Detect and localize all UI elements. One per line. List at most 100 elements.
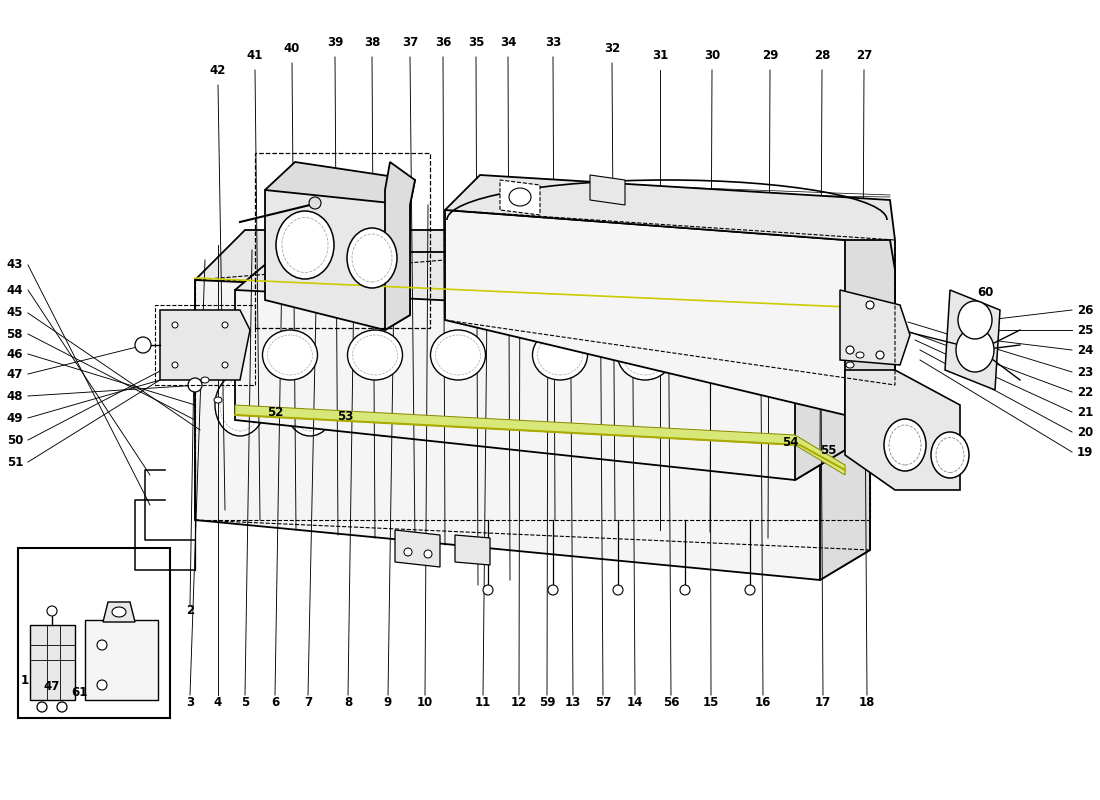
Text: 42: 42 [210,64,227,77]
Circle shape [483,585,493,595]
Polygon shape [500,180,540,215]
Circle shape [47,606,57,616]
Text: 47: 47 [44,681,60,694]
Text: 37: 37 [402,36,418,49]
Polygon shape [160,310,250,380]
Text: 46: 46 [7,347,23,361]
Text: 32: 32 [604,42,620,55]
Text: eurospares: eurospares [276,345,804,426]
Polygon shape [103,602,135,622]
Text: 61: 61 [70,686,87,698]
Ellipse shape [884,419,926,471]
Text: 19: 19 [1077,446,1093,458]
Circle shape [37,702,47,712]
Bar [155,305,255,385]
Ellipse shape [575,374,625,436]
Text: 15: 15 [703,695,719,709]
Polygon shape [455,535,490,565]
Circle shape [613,585,623,595]
Text: 25: 25 [1077,323,1093,337]
Circle shape [172,362,178,368]
Text: 7: 7 [304,695,312,709]
Text: a passion for excellence 1985: a passion for excellence 1985 [384,425,696,445]
Text: 22: 22 [1077,386,1093,398]
Text: 1: 1 [21,674,29,687]
Ellipse shape [276,211,334,279]
Ellipse shape [112,607,126,617]
Text: 4: 4 [213,695,222,709]
Polygon shape [235,405,845,475]
Text: 56: 56 [662,695,680,709]
Text: 53: 53 [337,410,353,423]
Text: 33: 33 [544,36,561,49]
Text: 26: 26 [1077,303,1093,317]
Text: 16: 16 [755,695,771,709]
Ellipse shape [956,328,994,372]
Circle shape [135,337,151,353]
Text: 23: 23 [1077,366,1093,378]
Text: 35: 35 [468,36,484,49]
Ellipse shape [505,374,556,436]
Ellipse shape [263,330,318,380]
Ellipse shape [509,188,531,206]
Circle shape [846,346,854,354]
Bar [195,280,870,520]
Polygon shape [945,290,1000,390]
Text: 55: 55 [820,443,836,457]
Text: 11: 11 [475,695,491,709]
Text: 51: 51 [7,455,23,469]
Text: 39: 39 [327,36,343,49]
Text: 52: 52 [267,406,283,418]
Circle shape [745,585,755,595]
Ellipse shape [214,397,222,403]
Circle shape [876,351,884,359]
Text: 45: 45 [7,306,23,319]
Text: 59: 59 [539,695,556,709]
Ellipse shape [285,374,336,436]
Text: 10: 10 [417,695,433,709]
Text: 57: 57 [595,695,612,709]
Text: 18: 18 [859,695,876,709]
Text: 17: 17 [815,695,832,709]
Text: 8: 8 [344,695,352,709]
Bar [255,153,430,328]
Text: 50: 50 [7,434,23,446]
Polygon shape [385,162,415,330]
Text: 58: 58 [7,327,23,341]
Text: 41: 41 [246,49,263,62]
Polygon shape [845,240,895,415]
Text: 49: 49 [7,411,23,425]
Polygon shape [85,620,158,700]
Circle shape [172,322,178,328]
Text: 43: 43 [7,258,23,271]
Text: 27: 27 [856,49,872,62]
Ellipse shape [430,374,480,436]
Polygon shape [235,252,855,320]
Text: 21: 21 [1077,406,1093,418]
Ellipse shape [931,432,969,478]
Ellipse shape [532,330,587,380]
Polygon shape [395,530,440,567]
Ellipse shape [430,330,485,380]
Circle shape [97,640,107,650]
Polygon shape [845,370,960,490]
Polygon shape [195,230,880,310]
Ellipse shape [201,377,209,383]
Text: 40: 40 [284,42,300,55]
Polygon shape [820,230,880,580]
Polygon shape [265,162,415,205]
Text: 2: 2 [186,603,194,617]
Text: 44: 44 [7,283,23,297]
Text: 20: 20 [1077,426,1093,438]
Ellipse shape [348,330,403,380]
Ellipse shape [703,330,758,380]
Text: 31: 31 [652,49,668,62]
Text: 6: 6 [271,695,279,709]
Polygon shape [265,190,410,330]
Polygon shape [30,625,75,700]
Circle shape [309,197,321,209]
Text: 60: 60 [977,286,993,298]
Text: 9: 9 [384,695,392,709]
Text: 30: 30 [704,49,720,62]
Text: 34: 34 [499,36,516,49]
